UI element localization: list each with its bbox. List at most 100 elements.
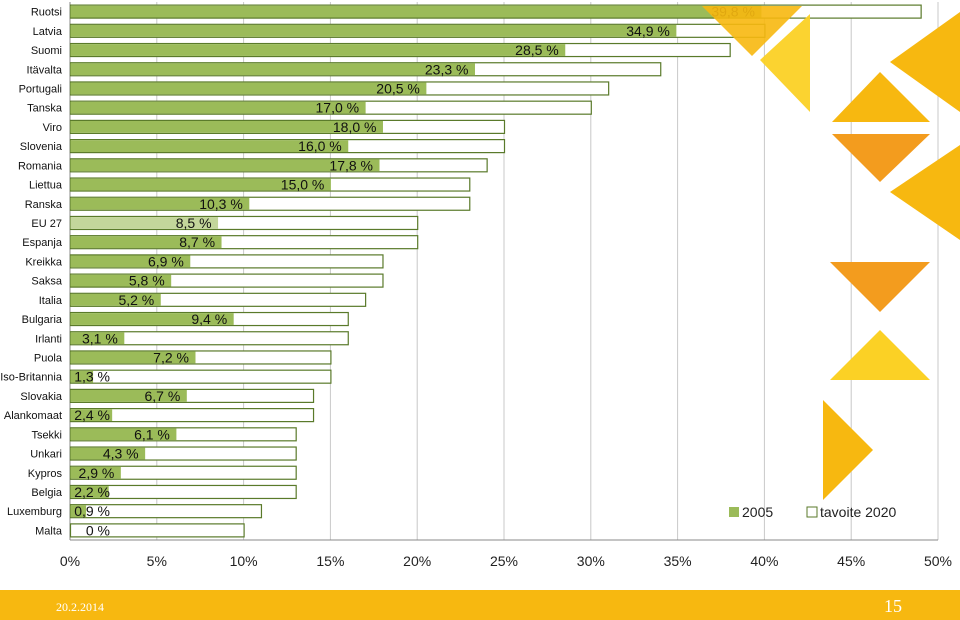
bar-2005 [70, 351, 196, 364]
x-tick-label: 15% [316, 553, 344, 569]
category-label: Unkari [30, 449, 62, 461]
category-label: Ruotsi [31, 7, 62, 19]
category-label: Iso-Britannia [0, 372, 63, 384]
bar-2005 [70, 236, 222, 249]
x-tick-label: 10% [230, 553, 258, 569]
bar-2005 [70, 5, 762, 18]
legend-label-2005: 2005 [742, 504, 773, 520]
category-label: Bulgaria [22, 314, 63, 326]
value-label: 4,3 % [103, 446, 139, 462]
value-label: 0 % [86, 522, 110, 538]
bar-2005 [70, 428, 177, 441]
bar-2005 [70, 293, 161, 306]
bar-2005 [70, 255, 191, 268]
bar-2005 [70, 505, 87, 518]
x-axis-ticks: 0% 5% 10% 15% 20% 25% 30% 35% 40% 45% 50% [60, 553, 952, 569]
value-label: 17,0 % [316, 100, 360, 116]
category-label: Italia [39, 295, 63, 307]
bar-chart: Ruotsi Latvia Suomi Itävalta Portugali Tanska… [0, 2, 952, 569]
value-label: 18,0 % [333, 119, 377, 135]
category-label: Kypros [28, 468, 63, 480]
footer-date: 20.2.2014 [56, 600, 104, 614]
category-label: Malta [35, 525, 63, 537]
category-label: Saksa [31, 276, 62, 288]
legend-swatch-target [806, 506, 818, 518]
value-label: 6,1 % [134, 426, 170, 442]
value-label: 17,8 % [329, 157, 373, 173]
value-label: 23,3 % [425, 61, 469, 77]
category-label: Tsekki [31, 429, 62, 441]
value-label: 28,5 % [515, 42, 559, 58]
category-label: Itävalta [27, 64, 63, 76]
bar-2005 [70, 178, 331, 191]
bar-2005 [70, 447, 146, 460]
x-tick-label: 50% [924, 553, 952, 569]
x-tick-label: 5% [147, 553, 167, 569]
actual-bars [70, 5, 762, 518]
category-label: Suomi [31, 45, 62, 57]
value-label: 8,5 % [176, 215, 212, 231]
target-bar [69, 523, 245, 538]
bar-2005 [70, 197, 250, 210]
category-label: Portugali [19, 83, 62, 95]
value-label: 2,4 % [74, 407, 110, 423]
deco-triangle-7 [830, 262, 930, 312]
deco-triangle-9 [823, 400, 873, 500]
legend: 2005 tavoite 2020 [729, 504, 896, 520]
x-tick-label: 20% [403, 553, 431, 569]
deco-triangle-5 [832, 134, 930, 182]
value-label: 3,1 % [82, 330, 118, 346]
value-label: 6,9 % [148, 253, 184, 269]
category-label: Kreikka [25, 256, 63, 268]
bar-2005 [70, 370, 94, 383]
bar-2005 [70, 274, 172, 287]
x-tick-label: 0% [60, 553, 80, 569]
bar-2005 [70, 389, 187, 402]
bar-2005 [70, 466, 121, 479]
deco-triangle-4 [832, 72, 930, 122]
x-tick-label: 45% [837, 553, 865, 569]
value-label: 16,0 % [298, 138, 342, 154]
value-label: 15,0 % [281, 177, 325, 193]
category-label: Belgia [31, 487, 62, 499]
deco-triangle-3 [890, 12, 960, 112]
x-tick-label: 30% [577, 553, 605, 569]
value-label: 5,2 % [118, 292, 154, 308]
value-label: 2,9 % [79, 465, 115, 481]
bar-2005 [70, 313, 234, 325]
legend-swatch-2005 [729, 507, 739, 517]
bar-2005 [70, 140, 349, 153]
bar-2005 [70, 101, 366, 114]
legend-label-target: tavoite 2020 [820, 504, 896, 520]
category-label: Slovakia [20, 391, 62, 403]
x-tick-label: 25% [490, 553, 518, 569]
category-label: Latvia [33, 26, 63, 38]
bar-2005 [70, 63, 475, 76]
value-label: 6,7 % [144, 388, 180, 404]
bar-2005 [70, 486, 109, 498]
category-label: Liettua [29, 180, 63, 192]
x-tick-label: 35% [664, 553, 692, 569]
bar-2005 [70, 44, 566, 56]
x-tick-label: 40% [750, 553, 778, 569]
bar-2005 [70, 159, 380, 172]
category-label: Ranska [25, 199, 63, 211]
value-label: 1,3 % [74, 369, 110, 385]
value-label: 20,5 % [376, 80, 420, 96]
category-label: Tanska [27, 103, 63, 115]
bar-2005 [70, 217, 219, 229]
value-label: 2,2 % [74, 484, 110, 500]
bar-2005 [70, 409, 113, 422]
value-labels: 39,8 %34,9 %28,5 %23,3 %20,5 %17,0 %18,0… [74, 4, 755, 539]
bar-2005 [70, 82, 427, 95]
page-number: 15 [884, 596, 902, 616]
decorative-triangles [702, 6, 960, 500]
deco-triangle-6 [890, 145, 960, 240]
category-label: Alankomaat [4, 410, 62, 422]
deco-triangle-2 [760, 14, 810, 112]
value-label: 0,9 % [74, 503, 110, 519]
category-label: EU 27 [31, 218, 62, 230]
bar-2005 [70, 332, 125, 345]
category-label: Irlanti [35, 333, 62, 345]
footer-bar: 20.2.2014 15 [0, 590, 960, 620]
